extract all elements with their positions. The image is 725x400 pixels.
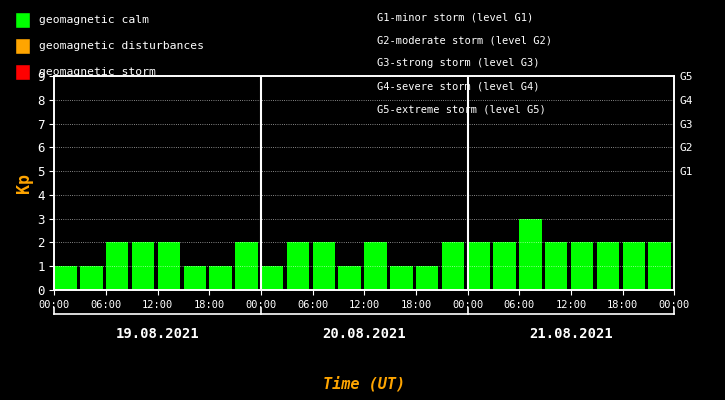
- Bar: [364, 242, 386, 290]
- Text: G4-severe storm (level G4): G4-severe storm (level G4): [377, 82, 539, 92]
- Text: 19.08.2021: 19.08.2021: [116, 327, 199, 341]
- Bar: [442, 242, 464, 290]
- Bar: [468, 242, 490, 290]
- Bar: [545, 242, 568, 290]
- Bar: [235, 242, 257, 290]
- Text: G3-strong storm (level G3): G3-strong storm (level G3): [377, 58, 539, 68]
- Bar: [519, 219, 542, 290]
- Text: 21.08.2021: 21.08.2021: [529, 327, 613, 341]
- Bar: [597, 242, 619, 290]
- Bar: [339, 266, 361, 290]
- Bar: [80, 266, 103, 290]
- Bar: [312, 242, 335, 290]
- Bar: [571, 242, 593, 290]
- Text: G2-moderate storm (level G2): G2-moderate storm (level G2): [377, 35, 552, 45]
- Bar: [390, 266, 413, 290]
- Text: geomagnetic disturbances: geomagnetic disturbances: [39, 41, 204, 51]
- Text: G5-extreme storm (level G5): G5-extreme storm (level G5): [377, 105, 546, 115]
- Bar: [132, 242, 154, 290]
- Text: geomagnetic calm: geomagnetic calm: [39, 15, 149, 25]
- Text: Time (UT): Time (UT): [323, 376, 405, 392]
- Bar: [183, 266, 206, 290]
- Bar: [623, 242, 645, 290]
- Bar: [648, 242, 671, 290]
- Bar: [261, 266, 283, 290]
- Bar: [287, 242, 309, 290]
- Bar: [54, 266, 77, 290]
- Bar: [210, 266, 232, 290]
- Text: geomagnetic storm: geomagnetic storm: [39, 67, 156, 77]
- Text: G1-minor storm (level G1): G1-minor storm (level G1): [377, 12, 534, 22]
- Bar: [157, 242, 180, 290]
- Bar: [416, 266, 439, 290]
- Bar: [494, 242, 515, 290]
- Text: 20.08.2021: 20.08.2021: [323, 327, 406, 341]
- Bar: [106, 242, 128, 290]
- Y-axis label: Kp: Kp: [15, 173, 33, 193]
